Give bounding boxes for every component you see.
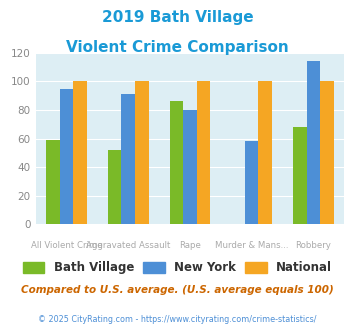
Bar xyxy=(258,82,272,224)
Text: © 2025 CityRating.com - https://www.cityrating.com/crime-statistics/: © 2025 CityRating.com - https://www.city… xyxy=(38,315,317,324)
Bar xyxy=(46,140,60,224)
Bar xyxy=(73,82,87,224)
Text: Violent Crime Comparison: Violent Crime Comparison xyxy=(66,40,289,54)
Bar xyxy=(320,82,334,224)
Text: Aggravated Assault: Aggravated Assault xyxy=(86,241,170,250)
Bar xyxy=(197,82,210,224)
Bar xyxy=(108,150,121,224)
Text: Murder & Mans...: Murder & Mans... xyxy=(215,241,289,250)
Bar xyxy=(60,88,73,224)
Bar xyxy=(293,127,307,224)
Bar xyxy=(245,142,258,224)
Text: Rape: Rape xyxy=(179,241,201,250)
Bar xyxy=(170,101,183,224)
Bar xyxy=(183,110,197,224)
Text: All Violent Crime: All Violent Crime xyxy=(31,241,102,250)
Legend: Bath Village, New York, National: Bath Village, New York, National xyxy=(18,257,337,279)
Bar xyxy=(307,61,320,224)
Text: Compared to U.S. average. (U.S. average equals 100): Compared to U.S. average. (U.S. average … xyxy=(21,285,334,295)
Text: 2019 Bath Village: 2019 Bath Village xyxy=(102,10,253,25)
Bar xyxy=(121,94,135,224)
Bar xyxy=(135,82,148,224)
Text: Robbery: Robbery xyxy=(295,241,332,250)
